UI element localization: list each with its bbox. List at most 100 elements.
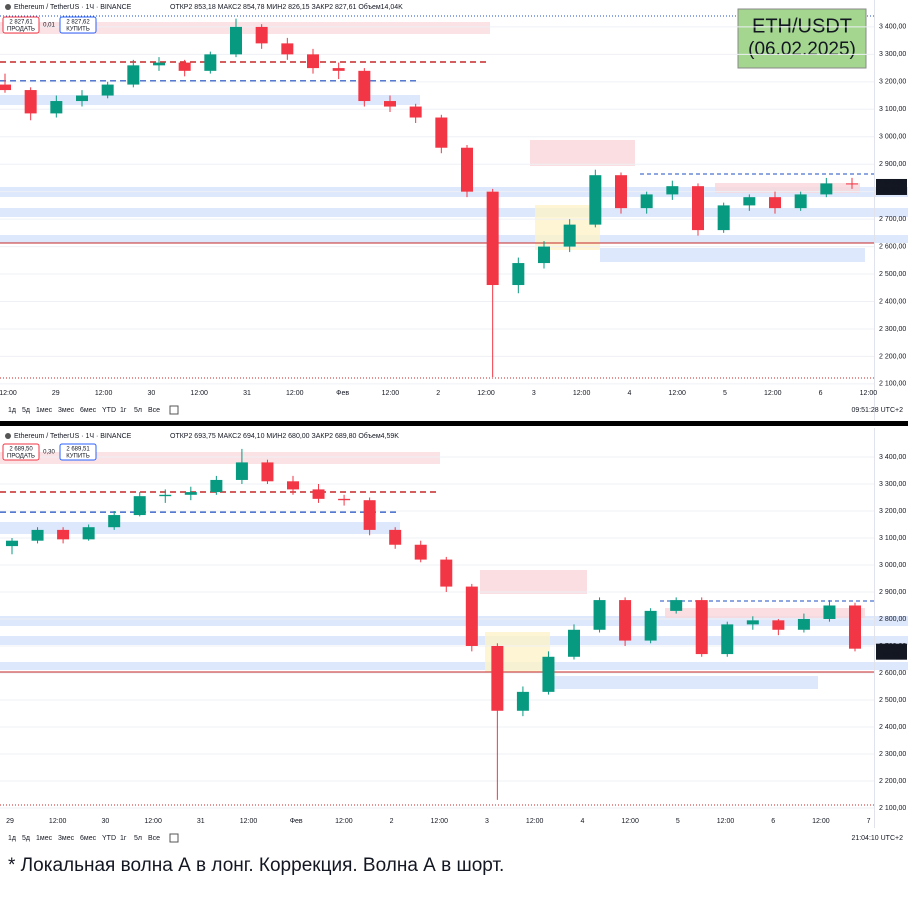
- candle-body: [717, 205, 730, 231]
- buy-price: 2 827,62: [66, 20, 90, 26]
- x-tick-label: 29: [52, 390, 60, 397]
- x-tick-label: 30: [102, 818, 110, 825]
- zone: [550, 676, 818, 689]
- zone: [0, 616, 908, 626]
- x-tick-label: 7: [867, 818, 871, 825]
- candle-body: [797, 618, 810, 630]
- range-button[interactable]: 3мес: [58, 835, 75, 842]
- y-tick-label: 2 100,00: [879, 381, 906, 388]
- sell-button[interactable]: [2, 16, 40, 34]
- x-tick-label: 3: [485, 818, 489, 825]
- candle-body: [670, 600, 683, 611]
- candle-body: [0, 84, 11, 91]
- clock: 09:51:28 UTC+2: [851, 407, 903, 414]
- x-tick-label: 3: [532, 390, 536, 397]
- y-tick-label: 2 300,00: [879, 751, 906, 758]
- badge: [737, 8, 867, 69]
- x-tick-label: 4: [627, 390, 631, 397]
- x-tick-label: 6: [771, 818, 775, 825]
- x-tick-label: Фев: [336, 390, 349, 397]
- x-tick-label: 12:00: [573, 390, 591, 397]
- candle-body: [389, 529, 402, 545]
- candle-body: [769, 197, 781, 209]
- buy-button[interactable]: [59, 443, 97, 461]
- sell-button[interactable]: [2, 443, 40, 461]
- buy-label: КУПИТЬ: [66, 27, 90, 33]
- range-button[interactable]: 1мес: [36, 835, 53, 842]
- y-tick-label: 2 200,00: [879, 353, 906, 360]
- candle-body: [204, 54, 217, 71]
- candle-body: [312, 489, 325, 499]
- separator: [0, 421, 908, 426]
- candle-body: [82, 527, 95, 540]
- axis-border: [874, 0, 875, 420]
- y-tick-label: 2 200,00: [879, 778, 906, 785]
- range-button[interactable]: Все: [148, 835, 160, 842]
- x-tick-label: 12:00: [49, 818, 67, 825]
- buy-button[interactable]: [59, 16, 97, 34]
- candle-body: [568, 629, 580, 657]
- range-button[interactable]: 6мес: [80, 835, 97, 842]
- range-button[interactable]: 1г: [120, 407, 127, 414]
- range-button[interactable]: 1д: [8, 407, 16, 414]
- candle-body: [743, 197, 756, 206]
- zone: [665, 608, 865, 618]
- candle-body: [666, 186, 679, 195]
- candle-body: [440, 559, 453, 587]
- candle-body: [820, 183, 833, 195]
- x-tick-label: 12:00: [621, 818, 639, 825]
- range-button[interactable]: 5д: [22, 835, 30, 842]
- x-tick-label: 12:00: [335, 818, 353, 825]
- zone: [0, 95, 420, 105]
- candle-body: [338, 498, 351, 501]
- x-tick-label: 12:00: [717, 818, 735, 825]
- range-button[interactable]: 1мес: [36, 407, 53, 414]
- x-tick-label: 12:00: [812, 818, 830, 825]
- candle-body: [435, 117, 448, 148]
- range-button[interactable]: 6мес: [80, 407, 97, 414]
- zone: [0, 235, 908, 243]
- symbol: Ethereum / TetherUS · 1Ч · BINANCE: [14, 433, 132, 440]
- zone: [480, 570, 587, 594]
- range-button[interactable]: 5д: [22, 407, 30, 414]
- badge-date: (06.02.2025): [748, 39, 856, 60]
- y-tick-label: 2 900,00: [879, 589, 906, 596]
- x-tick-label: 4: [580, 818, 584, 825]
- candle-body: [721, 624, 734, 655]
- candle-body: [57, 529, 70, 540]
- range-button[interactable]: 5л: [134, 835, 142, 842]
- candle-body: [644, 610, 657, 641]
- range-button[interactable]: 5л: [134, 407, 142, 414]
- range-button[interactable]: YTD: [102, 835, 116, 842]
- zone: [0, 22, 490, 34]
- buy-price: 2 689,51: [66, 447, 90, 453]
- range-button[interactable]: 1г: [120, 835, 127, 842]
- y-tick-label: 3 100,00: [879, 106, 906, 113]
- candle-body: [772, 620, 785, 630]
- candle-body: [542, 656, 555, 692]
- candle-body: [512, 263, 525, 286]
- candle-body: [692, 186, 704, 231]
- sell-price: 2 827,61: [9, 20, 33, 26]
- x-tick-label: 12:00: [0, 390, 17, 397]
- range-button[interactable]: YTD: [102, 407, 116, 414]
- range-button[interactable]: 1д: [8, 835, 16, 842]
- y-tick-label: 3 300,00: [879, 51, 906, 58]
- x-tick-label: 12:00: [95, 390, 113, 397]
- axis-border: [874, 428, 875, 828]
- y-tick-label: 2 500,00: [879, 271, 906, 278]
- y-tick-label: 2 400,00: [879, 298, 906, 305]
- candle-body: [287, 481, 299, 490]
- candle-body: [384, 101, 396, 107]
- zone: [600, 248, 865, 262]
- range-button[interactable]: 3мес: [58, 407, 75, 414]
- buy-label: КУПИТЬ: [66, 454, 90, 460]
- sell-label: ПРОДАТЬ: [7, 27, 35, 33]
- candle-body: [589, 175, 602, 225]
- y-tick-label: 3 400,00: [879, 454, 906, 461]
- y-tick-label: 2 500,00: [879, 697, 906, 704]
- range-button[interactable]: Все: [148, 407, 160, 414]
- candle-body: [127, 65, 140, 85]
